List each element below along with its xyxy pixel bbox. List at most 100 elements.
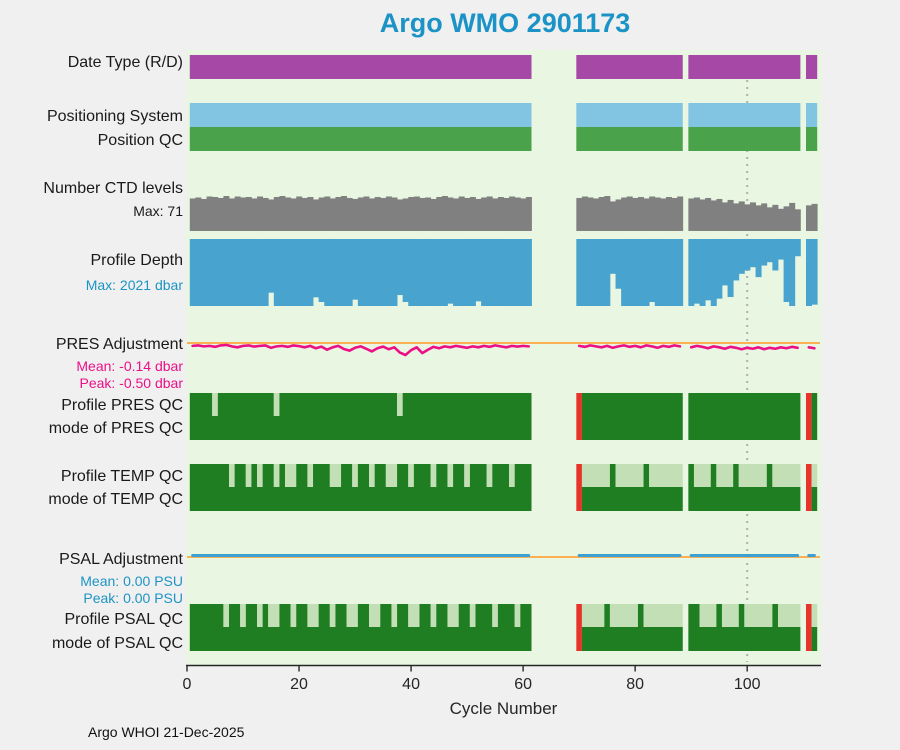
profile-depth-bar — [279, 239, 286, 306]
ctd-levels-bar — [783, 206, 790, 231]
ctd-levels-bar — [738, 201, 745, 231]
profile-depth-bar — [391, 239, 398, 306]
x-tick-label: 100 — [734, 676, 761, 693]
ctd-levels-bar — [688, 198, 695, 231]
ctd-levels-bar — [307, 196, 314, 231]
profile-depth-bar — [357, 239, 364, 306]
qc-mode_temp_qc — [805, 487, 812, 511]
qc-profile_temp_qc — [313, 464, 330, 487]
band-date_type — [189, 55, 532, 79]
band-pos_qc — [189, 127, 532, 151]
profile-depth-bar — [761, 239, 768, 266]
qc-profile_psal_qc — [245, 604, 258, 627]
profile-depth-bar — [273, 239, 280, 306]
qc-profile_psal_qc — [475, 604, 493, 627]
profile-depth-bar — [654, 239, 661, 306]
profile-depth-bar — [318, 239, 325, 302]
qc-profile_temp_qc — [615, 464, 644, 487]
profile-depth-bar — [665, 239, 672, 306]
profile-depth-bar — [749, 239, 756, 268]
ctd-levels-bar — [341, 196, 348, 231]
ctd-levels-bar — [699, 199, 706, 231]
qc-profile_temp_qc — [688, 464, 694, 487]
qc-profile_psal_qc — [223, 604, 230, 627]
profile-depth-bar — [436, 239, 443, 306]
profile-depth-bar — [705, 239, 712, 301]
x-axis-label: Cycle Number — [449, 699, 558, 718]
qc-profile_temp_qc — [509, 464, 515, 487]
ctd-levels-bar — [509, 196, 516, 231]
ctd-levels-bar — [654, 197, 661, 231]
qc-profile_pres_qc — [805, 393, 812, 416]
profile-depth-bar — [352, 239, 359, 300]
qc-mode_pres_qc — [805, 416, 812, 440]
qc-profile_temp_qc — [307, 464, 314, 487]
ctd-levels-bar — [744, 204, 751, 231]
ctd-levels-bar — [721, 202, 728, 231]
qc-profile_temp_qc — [643, 464, 650, 487]
qc-profile_psal_qc — [335, 604, 347, 627]
ctd-levels-bar — [369, 198, 376, 231]
profile-depth-bar — [772, 239, 779, 271]
ctd-levels-bar — [329, 198, 336, 231]
qc-profile_temp_qc — [229, 464, 235, 487]
qc-profile_temp_qc — [279, 464, 286, 487]
qc-mode_psal_qc — [576, 627, 582, 651]
qc-profile_temp_qc — [436, 464, 448, 487]
qc-profile_temp_qc — [710, 464, 717, 487]
profile-depth-bar — [716, 239, 723, 299]
qc-profile_temp_qc — [357, 464, 370, 487]
ctd-levels-bar — [749, 202, 756, 231]
profile-depth-bar — [693, 239, 700, 304]
profile-depth-bar — [380, 239, 387, 306]
ctd-levels-bar — [453, 198, 460, 231]
profile-depth-bar — [794, 239, 801, 257]
qc-profile_pres_qc — [402, 393, 532, 416]
qc-profile_temp_qc — [352, 464, 358, 487]
qc-profile_psal_qc — [772, 604, 778, 627]
profile-depth-bar — [637, 239, 644, 306]
profile-depth-bar — [632, 239, 639, 306]
qc-profile_temp_qc — [257, 464, 263, 487]
qc-profile_psal_qc — [581, 604, 605, 627]
x-tick-label: 80 — [626, 676, 644, 693]
label-mode-temp-qc: mode of TEMP QC — [48, 491, 183, 508]
profile-depth-bar — [464, 239, 471, 306]
ctd-levels-bar — [324, 196, 331, 231]
qc-profile_psal_qc — [458, 604, 470, 627]
qc-profile_psal_qc — [290, 604, 297, 627]
label-ctd-max: Max: 71 — [133, 203, 183, 219]
profile-depth-bar — [789, 239, 796, 306]
qc-profile_temp_qc — [766, 464, 773, 487]
profile-depth-bar — [290, 239, 297, 306]
ctd-levels-bar — [576, 197, 583, 231]
qc-mode_temp_qc — [811, 487, 818, 511]
qc-profile_temp_qc — [285, 464, 297, 487]
qc-profile_pres_qc — [212, 393, 218, 416]
ctd-levels-bar — [727, 199, 734, 231]
x-tick-label: 20 — [290, 676, 308, 693]
qc-profile_temp_qc — [296, 464, 308, 487]
qc-profile_temp_qc — [581, 464, 610, 487]
qc-profile_psal_qc — [296, 604, 308, 627]
x-tick-label: 40 — [402, 676, 420, 693]
profile-depth-bar — [733, 239, 740, 281]
ctd-levels-bar — [402, 198, 409, 231]
label-pres-adjustment: PRES Adjustment — [55, 336, 183, 353]
profile-depth-bar — [257, 239, 264, 306]
profile-depth-bar — [593, 239, 600, 306]
ctd-levels-bar — [301, 197, 308, 231]
label-depth-max: Max: 2021 dbar — [85, 277, 183, 293]
qc-profile_pres_qc — [811, 393, 818, 416]
ctd-levels-bar — [649, 196, 656, 231]
label-mode-pres-qc: mode of PRES QC — [48, 420, 183, 437]
qc-profile_temp_qc — [251, 464, 258, 487]
profile-depth-bar — [699, 239, 706, 306]
ctd-levels-bar — [436, 196, 443, 231]
profile-depth-bar — [430, 239, 437, 306]
qc-mode_pres_qc — [189, 416, 532, 440]
pres-adjustment-line — [807, 346, 816, 350]
profile-depth-bar — [229, 239, 236, 306]
pres-adjustment-line — [191, 343, 531, 357]
